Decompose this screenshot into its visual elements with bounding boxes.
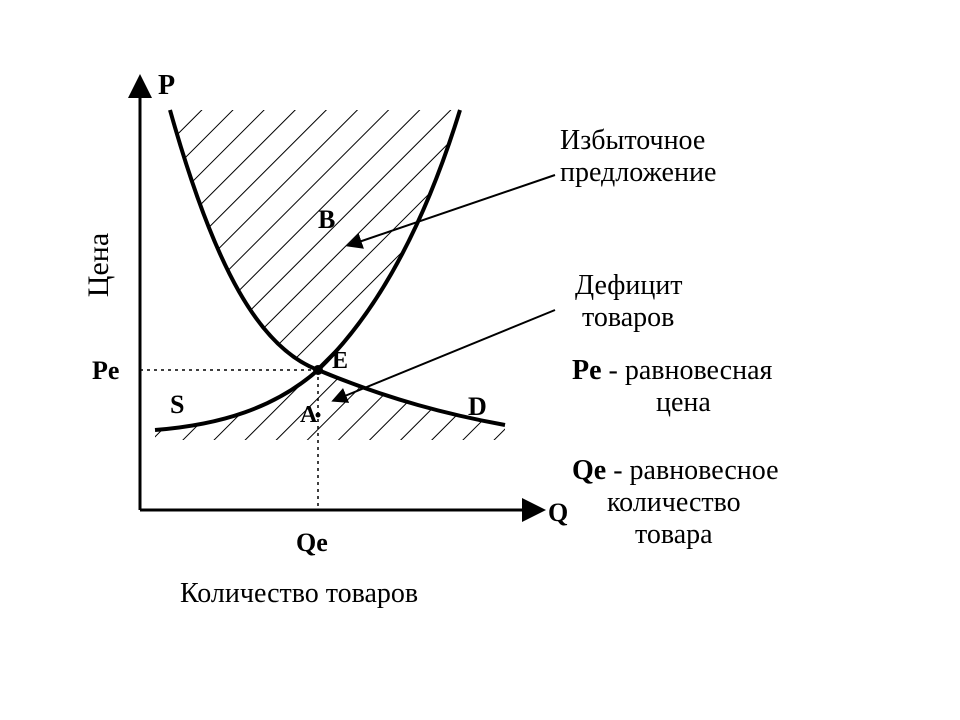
label-q: Q <box>548 498 568 528</box>
label-p: P <box>158 70 175 102</box>
label-pe: Pe <box>92 356 119 386</box>
label-d: D <box>468 392 487 422</box>
label-a: A <box>300 402 317 430</box>
label-b: B <box>318 205 335 235</box>
surplus-region <box>0 0 960 720</box>
equilibrium-point <box>313 365 323 375</box>
pointer-deficit <box>335 310 555 400</box>
y-axis-title: Цена <box>82 233 115 297</box>
annotation-deficit: Дефицит товаров <box>575 270 683 334</box>
label-s: S <box>170 390 184 420</box>
label-qe: Qe <box>296 528 328 558</box>
legend-pe: Pe - равновесная цена <box>572 355 772 419</box>
deficit-region <box>0 0 960 720</box>
x-axis-title: Количество товаров <box>180 578 418 610</box>
label-e: E <box>332 348 348 376</box>
annotation-surplus: Избыточное предложение <box>560 125 716 189</box>
legend-qe: Qe - равновесное количество товара <box>572 455 779 552</box>
supply-demand-chart: Цена <box>0 0 960 720</box>
